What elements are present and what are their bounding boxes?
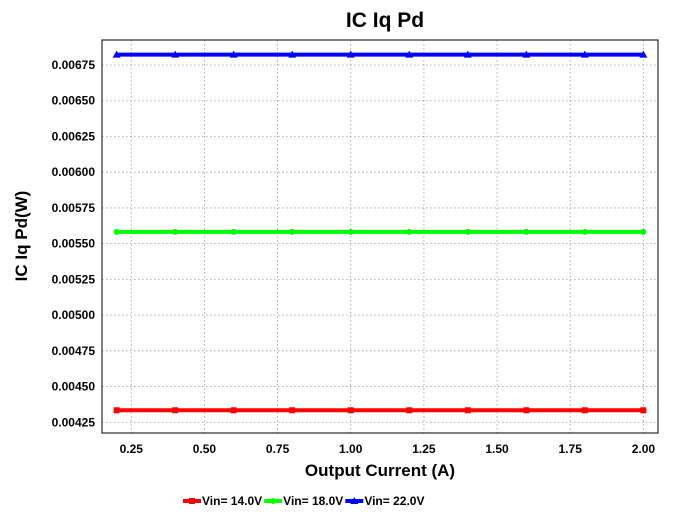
plot-area	[101, 39, 659, 434]
legend-label: Vin= 22.0V	[364, 494, 424, 508]
legend-label: Vin= 14.0V	[202, 494, 262, 508]
legend-item: Vin= 14.0V	[183, 494, 262, 508]
y-tick-label: 0.00425	[52, 415, 96, 429]
series-3	[112, 50, 648, 58]
data-point	[406, 228, 413, 235]
x-tick-label: 0.50	[193, 442, 217, 456]
data-point	[580, 50, 589, 58]
y-tick-label: 0.00525	[52, 272, 96, 286]
x-tick-label: 2.00	[632, 442, 656, 456]
data-point	[289, 407, 296, 414]
legend-marker	[270, 498, 277, 504]
x-axis-label: Output Current (A)	[305, 461, 455, 480]
y-tick-label: 0.00500	[52, 308, 96, 322]
data-point	[112, 50, 121, 58]
y-tick-label: 0.00650	[52, 94, 96, 108]
data-point	[581, 228, 588, 235]
data-point	[406, 407, 413, 414]
y-tick-label: 0.00675	[52, 58, 96, 72]
legend: Vin= 14.0V Vin= 18.0V Vin= 22.0V	[183, 494, 424, 508]
data-point	[464, 407, 471, 414]
data-point	[522, 50, 531, 58]
x-tick-label: 1.75	[559, 442, 583, 456]
data-point	[405, 50, 414, 58]
tick-labels: 0.25 0.50 0.75 1.00 1.25 1.50 1.75 2.00 0.00425 0…	[52, 58, 656, 456]
data-point	[288, 50, 297, 58]
x-tick-label: 1.00	[339, 442, 363, 456]
data-point	[346, 50, 355, 58]
data-point	[171, 50, 180, 58]
data-point	[113, 228, 120, 235]
x-tick-label: 0.25	[120, 442, 144, 456]
data-point	[172, 228, 179, 235]
data-point	[463, 50, 472, 58]
x-tick-label: 0.75	[266, 442, 290, 456]
data-point	[172, 407, 179, 414]
legend-marker	[350, 497, 359, 504]
series-layer	[112, 50, 648, 414]
data-point	[347, 228, 354, 235]
legend-item: Vin= 18.0V	[264, 494, 343, 508]
chart-title: IC Iq Pd	[346, 9, 424, 32]
data-point	[581, 407, 588, 414]
data-point	[523, 228, 530, 235]
y-tick-label: 0.00450	[52, 380, 96, 394]
data-point	[640, 228, 647, 235]
y-tick-label: 0.00475	[52, 344, 96, 358]
data-point	[113, 407, 120, 414]
data-point	[229, 50, 238, 58]
legend-item: Vin= 22.0V	[345, 494, 424, 508]
y-tick-label: 0.00600	[52, 165, 96, 179]
y-tick-label: 0.00625	[52, 129, 96, 143]
y-tick-label: 0.00575	[52, 201, 96, 215]
data-point	[640, 407, 647, 414]
data-point	[639, 50, 648, 58]
grid	[102, 40, 658, 433]
y-tick-label: 0.00550	[52, 237, 96, 251]
series-2	[113, 228, 647, 235]
series-1	[113, 407, 647, 414]
y-axis-label: IC Iq Pd(W)	[12, 191, 31, 282]
x-tick-label: 1.25	[412, 442, 436, 456]
legend-marker	[189, 498, 195, 504]
data-point	[289, 228, 296, 235]
data-point	[523, 407, 530, 414]
data-point	[464, 228, 471, 235]
data-point	[230, 407, 237, 414]
x-tick-label: 1.50	[485, 442, 509, 456]
legend-label: Vin= 18.0V	[283, 494, 343, 508]
data-point	[347, 407, 354, 414]
data-point	[230, 228, 237, 235]
